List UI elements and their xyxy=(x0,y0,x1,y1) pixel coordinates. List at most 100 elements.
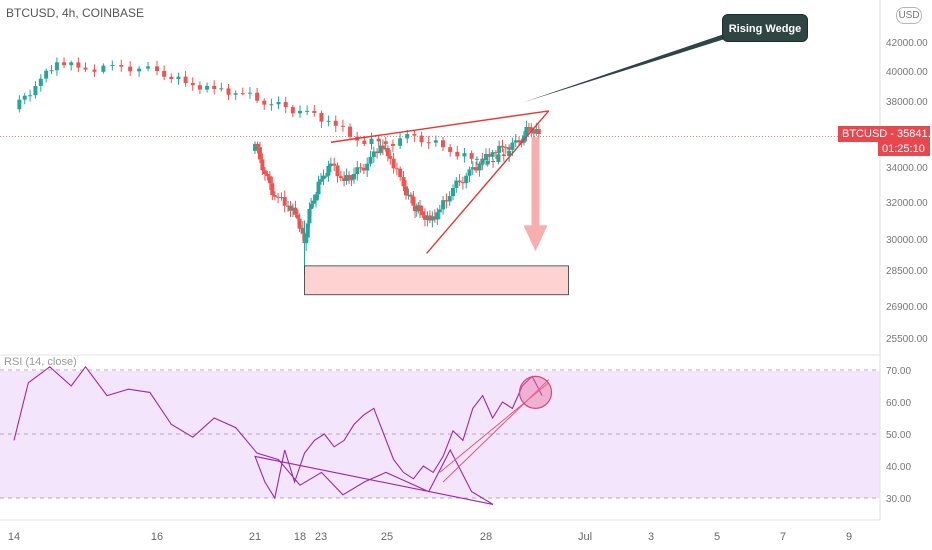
candle-body xyxy=(282,197,287,206)
candle-body xyxy=(451,188,455,197)
price-tick-label: 30000.00 xyxy=(886,235,928,246)
candle-body xyxy=(412,134,417,136)
candle-body xyxy=(414,210,419,212)
candle-body xyxy=(493,152,498,154)
ticker-label: BTCUSD, 4h, COINBASE xyxy=(6,6,145,20)
candle-body xyxy=(490,152,495,157)
candle-body xyxy=(531,131,536,134)
candle-body xyxy=(427,215,432,221)
candle-body xyxy=(92,69,97,72)
candle-body xyxy=(383,141,388,144)
time-tick-label: 21 xyxy=(249,531,261,543)
candle-body xyxy=(391,158,396,169)
candle-body xyxy=(349,179,354,181)
candle-body xyxy=(197,85,202,90)
candle-body xyxy=(388,156,393,159)
candle-body xyxy=(487,153,492,157)
candle-body xyxy=(355,167,360,174)
candle-body xyxy=(233,93,238,95)
candle-body xyxy=(323,175,328,177)
rsi-tick-label: 40.00 xyxy=(886,462,911,473)
price-tick-label: 25500.00 xyxy=(886,334,928,345)
price-tick-label: 26900.00 xyxy=(886,302,928,313)
candle-body xyxy=(297,218,302,229)
candle-body xyxy=(347,175,352,180)
rsi-highlight-circle xyxy=(518,375,553,409)
candle-body xyxy=(162,71,167,77)
candle-body xyxy=(300,227,305,234)
candle-body xyxy=(390,143,395,146)
marker-price: 35841.69 xyxy=(897,128,932,140)
candle-body xyxy=(383,148,388,150)
candle-body xyxy=(255,143,260,148)
candle-body xyxy=(491,160,496,163)
candle-body xyxy=(413,205,418,212)
candle-body xyxy=(467,169,472,176)
candle-body xyxy=(401,177,406,187)
candle-body xyxy=(298,110,302,114)
candle-body xyxy=(270,183,275,196)
time-tick-label: 5 xyxy=(714,531,720,543)
candle-body xyxy=(44,70,49,79)
candle-body xyxy=(319,112,324,122)
candle-body xyxy=(447,196,452,202)
candle-body xyxy=(457,180,462,183)
candle-body xyxy=(348,126,353,137)
rsi-title: RSI (14, close) xyxy=(4,356,77,368)
candle-body xyxy=(342,178,347,181)
candle-body xyxy=(328,163,333,167)
price-tick-label: 32000.00 xyxy=(886,198,928,209)
candle-body xyxy=(295,214,300,219)
candle-body xyxy=(267,176,272,184)
time-tick-label: 25 xyxy=(381,531,393,543)
candle-body xyxy=(326,120,331,122)
candle-body xyxy=(22,95,27,100)
candle-body xyxy=(260,159,265,171)
candle-body xyxy=(460,182,465,184)
candle-body xyxy=(462,153,467,157)
candle-body xyxy=(28,95,33,97)
candle-body xyxy=(290,107,295,114)
candle-body xyxy=(501,154,506,157)
candle-body xyxy=(454,180,459,188)
price-tick-label: 42000.00 xyxy=(886,38,928,49)
candle-body xyxy=(276,196,281,198)
rising-wedge-callout: Rising Wedge xyxy=(722,14,808,42)
wedge-upper-line xyxy=(330,110,549,143)
candle-body xyxy=(265,174,270,177)
candle-body xyxy=(433,140,438,143)
candle-body xyxy=(477,163,482,171)
candle-body xyxy=(426,142,431,144)
rsi-tick-label: 30.00 xyxy=(886,494,911,505)
candle-body xyxy=(484,153,488,161)
candle-body xyxy=(69,62,74,66)
candle-body xyxy=(101,65,106,72)
candle-body xyxy=(369,138,374,145)
candle-body xyxy=(262,100,267,105)
price-pane xyxy=(0,0,880,355)
candle-body xyxy=(49,70,54,72)
currency-badge[interactable]: USD xyxy=(896,7,922,24)
candle-body xyxy=(333,120,338,126)
candle-body xyxy=(469,153,474,159)
candle-body xyxy=(253,143,257,151)
candle-body xyxy=(240,93,245,95)
candle-body xyxy=(205,85,210,90)
candle-body xyxy=(534,129,539,134)
candle-body xyxy=(146,66,151,69)
candle-body xyxy=(183,76,188,83)
candle-body xyxy=(394,168,399,170)
marker-sep: - xyxy=(890,128,898,140)
candle-body xyxy=(283,101,288,108)
price-tick-label: 34000.00 xyxy=(886,163,928,174)
candle-body xyxy=(411,196,416,206)
candle-body xyxy=(362,140,367,145)
candle-body xyxy=(378,145,383,154)
bar-countdown: 01:25:10 xyxy=(878,142,930,156)
candle-body xyxy=(422,215,427,220)
candle-body xyxy=(338,176,343,179)
rsi-trendline xyxy=(439,382,550,473)
price-tick-label: 40000.00 xyxy=(886,67,928,78)
candle-body xyxy=(398,138,403,146)
